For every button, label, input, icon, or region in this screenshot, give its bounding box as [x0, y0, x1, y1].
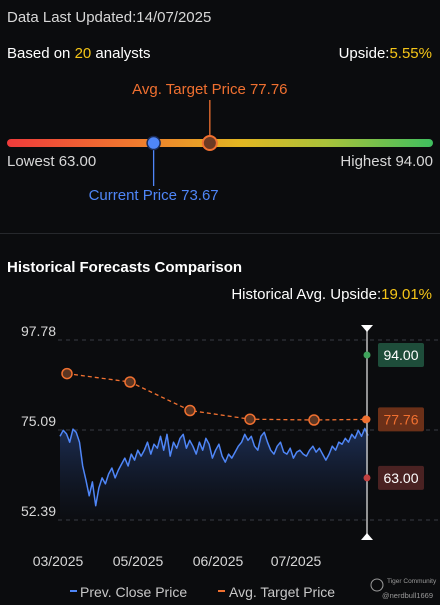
- crosshair-top-handle: [361, 325, 373, 332]
- historical-forecast-chart: 94.00 77.76 63.00 97.78 75.09 52.39 03/2025 05…: [21, 323, 440, 600]
- avg-target-point: [61, 367, 73, 380]
- current-price-label: Current Price 73.67: [89, 187, 219, 204]
- high-marker-label: 94.00: [383, 347, 418, 363]
- upside-text: Upside:5.55%: [339, 45, 432, 62]
- watermark-brand: Tiger Community: [387, 578, 437, 585]
- legend-layer: Prev. Close Price Avg. Target Price Tiger …: [70, 578, 437, 600]
- avg-target-point: [308, 414, 320, 426]
- legend-prev-close-label: Prev. Close Price: [80, 584, 187, 600]
- prev-close-line: [59, 427, 369, 507]
- avg-marker-box: [378, 407, 424, 432]
- marker-layer: 94.00 77.76 63.00: [363, 342, 424, 490]
- x-tick-label: 03/2025: [33, 553, 84, 569]
- avg-target-line: [66, 372, 367, 421]
- avg-target-point: [184, 404, 196, 417]
- section-title: Historical Forecasts Comparison: [7, 259, 243, 276]
- low-marker-label: 63.00: [383, 470, 418, 486]
- high-marker-box: [378, 342, 424, 367]
- historical-upside-label: Historical Avg. Upside:: [231, 286, 382, 303]
- price-area: [60, 428, 368, 520]
- tiger-logo-icon: [370, 578, 384, 592]
- historical-upside-text: Historical Avg. Upside:19.01%: [231, 286, 432, 303]
- based-suffix: analysts: [91, 45, 151, 62]
- cursor-layer[interactable]: [361, 325, 373, 540]
- avg-target-point: [244, 413, 256, 425]
- avg-target-marker: [201, 135, 218, 151]
- historical-upside-value: 19.01%: [381, 286, 432, 303]
- target-line-layer: [61, 367, 370, 426]
- crosshair-bottom-handle: [361, 533, 373, 540]
- x-tick-label: 07/2025: [271, 553, 322, 569]
- highest-price-label: Highest 94.00: [340, 153, 433, 170]
- y-tick-label: 97.78: [21, 323, 56, 339]
- low-marker-box: [378, 465, 424, 490]
- upside-value: 5.55%: [389, 45, 432, 62]
- low-marker-dot: [363, 474, 371, 482]
- watermark-user: @nerdbull1669: [382, 591, 433, 600]
- target-price-gauge: Avg. Target Price 77.76 Lowest 63.00 Hig…: [7, 81, 433, 204]
- y-tick-label: 75.09: [21, 413, 56, 429]
- avg-target-label: Avg. Target Price 77.76: [132, 81, 287, 98]
- based-prefix: Based on: [7, 45, 75, 62]
- axis-layer: 97.78 75.09 52.39 03/2025 05/2025 06/2025 07/2…: [21, 323, 322, 569]
- avg-target-point: [124, 376, 136, 388]
- upside-label: Upside:: [338, 45, 390, 62]
- price-line-layer: [59, 427, 369, 507]
- x-tick-label: 05/2025: [113, 553, 164, 569]
- updated-label: Data Last Updated:: [7, 9, 137, 26]
- high-marker-dot: [363, 351, 371, 359]
- price-area-layer: [60, 428, 368, 520]
- section-divider: [0, 233, 440, 234]
- avg-marker-label: 77.76: [383, 411, 418, 427]
- analysts-count-text: Based on 20 analysts: [7, 45, 150, 62]
- analyst-count: 20: [74, 45, 92, 62]
- data-updated-text: Data Last Updated:14/07/2025: [7, 9, 211, 26]
- y-tick-label: 52.39: [21, 503, 56, 519]
- lowest-price-label: Lowest 63.00: [7, 153, 96, 170]
- x-tick-label: 06/2025: [193, 553, 244, 569]
- updated-date: 14/07/2025: [136, 9, 212, 26]
- legend-avg-target-label: Avg. Target Price: [229, 584, 335, 600]
- price-range-bar: [7, 139, 433, 147]
- current-price-marker: [146, 135, 161, 151]
- avg-marker-dot: [363, 415, 371, 423]
